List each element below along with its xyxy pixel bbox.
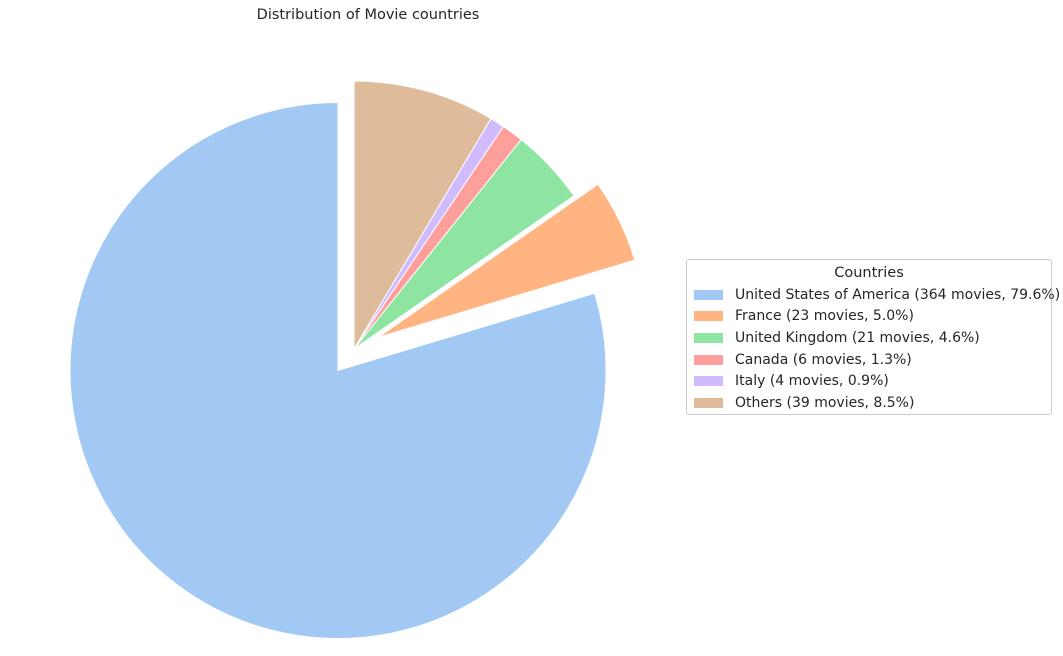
legend-label: United States of America (364 movies, 79… — [735, 286, 1061, 303]
pie-slice-france — [377, 183, 636, 338]
legend-swatch — [694, 397, 723, 408]
legend-swatch — [694, 332, 723, 343]
legend-entry: United Kingdom (21 movies, 4.6%) — [687, 327, 1051, 349]
legend: Countries United States of America (364 … — [686, 259, 1060, 415]
legend-entry: United States of America (364 movies, 79… — [687, 284, 1060, 306]
legend-swatch — [694, 311, 723, 322]
legend-entry: France (23 movies, 5.0%) — [687, 306, 1051, 328]
legend-swatch — [694, 354, 723, 365]
legend-swatch — [694, 376, 723, 387]
legend-label: United Kingdom (21 movies, 4.6%) — [735, 329, 980, 346]
legend-entry: Canada (6 movies, 1.3%) — [687, 349, 1051, 371]
legend-swatch — [694, 289, 723, 300]
legend-label: Others (39 movies, 8.5%) — [735, 394, 915, 411]
legend-entry: Others (39 movies, 8.5%) — [687, 392, 1051, 414]
legend-label: France (23 movies, 5.0%) — [735, 308, 914, 325]
legend-entry: Italy (4 movies, 0.9%) — [687, 370, 1051, 392]
legend-title: Countries — [834, 265, 904, 281]
pie-slice-united-states-of-america — [69, 102, 607, 639]
pie-slice-others — [353, 80, 492, 351]
chart-title: Distribution of Movie countries — [256, 7, 480, 23]
legend-label: Italy (4 movies, 0.9%) — [735, 373, 889, 390]
pie-chart — [69, 80, 636, 639]
legend-label: Canada (6 movies, 1.3%) — [735, 351, 912, 368]
